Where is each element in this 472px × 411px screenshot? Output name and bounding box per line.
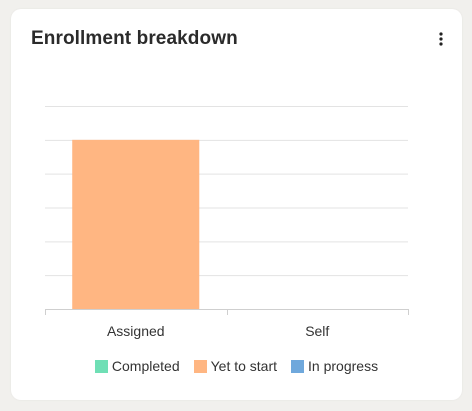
legend-swatch [291,359,305,373]
chart-bars [72,139,200,309]
x-tick-label-assigned: Assigned [107,323,165,339]
legend-label: In progress [308,358,379,374]
legend-label: Yet to start [210,358,278,374]
chart-legend: Completed Yet to start In progress [11,358,462,374]
card-title: Enrollment breakdown [31,28,238,49]
legend-item-yet-to-start[interactable]: Yet to start [193,358,278,374]
legend-swatch [94,359,108,373]
legend-item-completed[interactable]: Completed [94,358,180,374]
x-tick-label-self: Self [305,323,329,339]
legend-label: Completed [111,358,180,374]
chart-x-axis: Assigned Self [45,309,409,339]
enrollment-bar-chart: Assigned Self [45,106,409,339]
legend-item-in-progress[interactable]: In progress [291,358,378,374]
bar-assigned-yet-to-start[interactable] [72,139,200,309]
legend-swatch [193,359,207,373]
enrollment-breakdown-card: Enrollment breakdown Assigned Self Comple… [11,9,462,400]
more-options-icon[interactable] [435,29,447,49]
